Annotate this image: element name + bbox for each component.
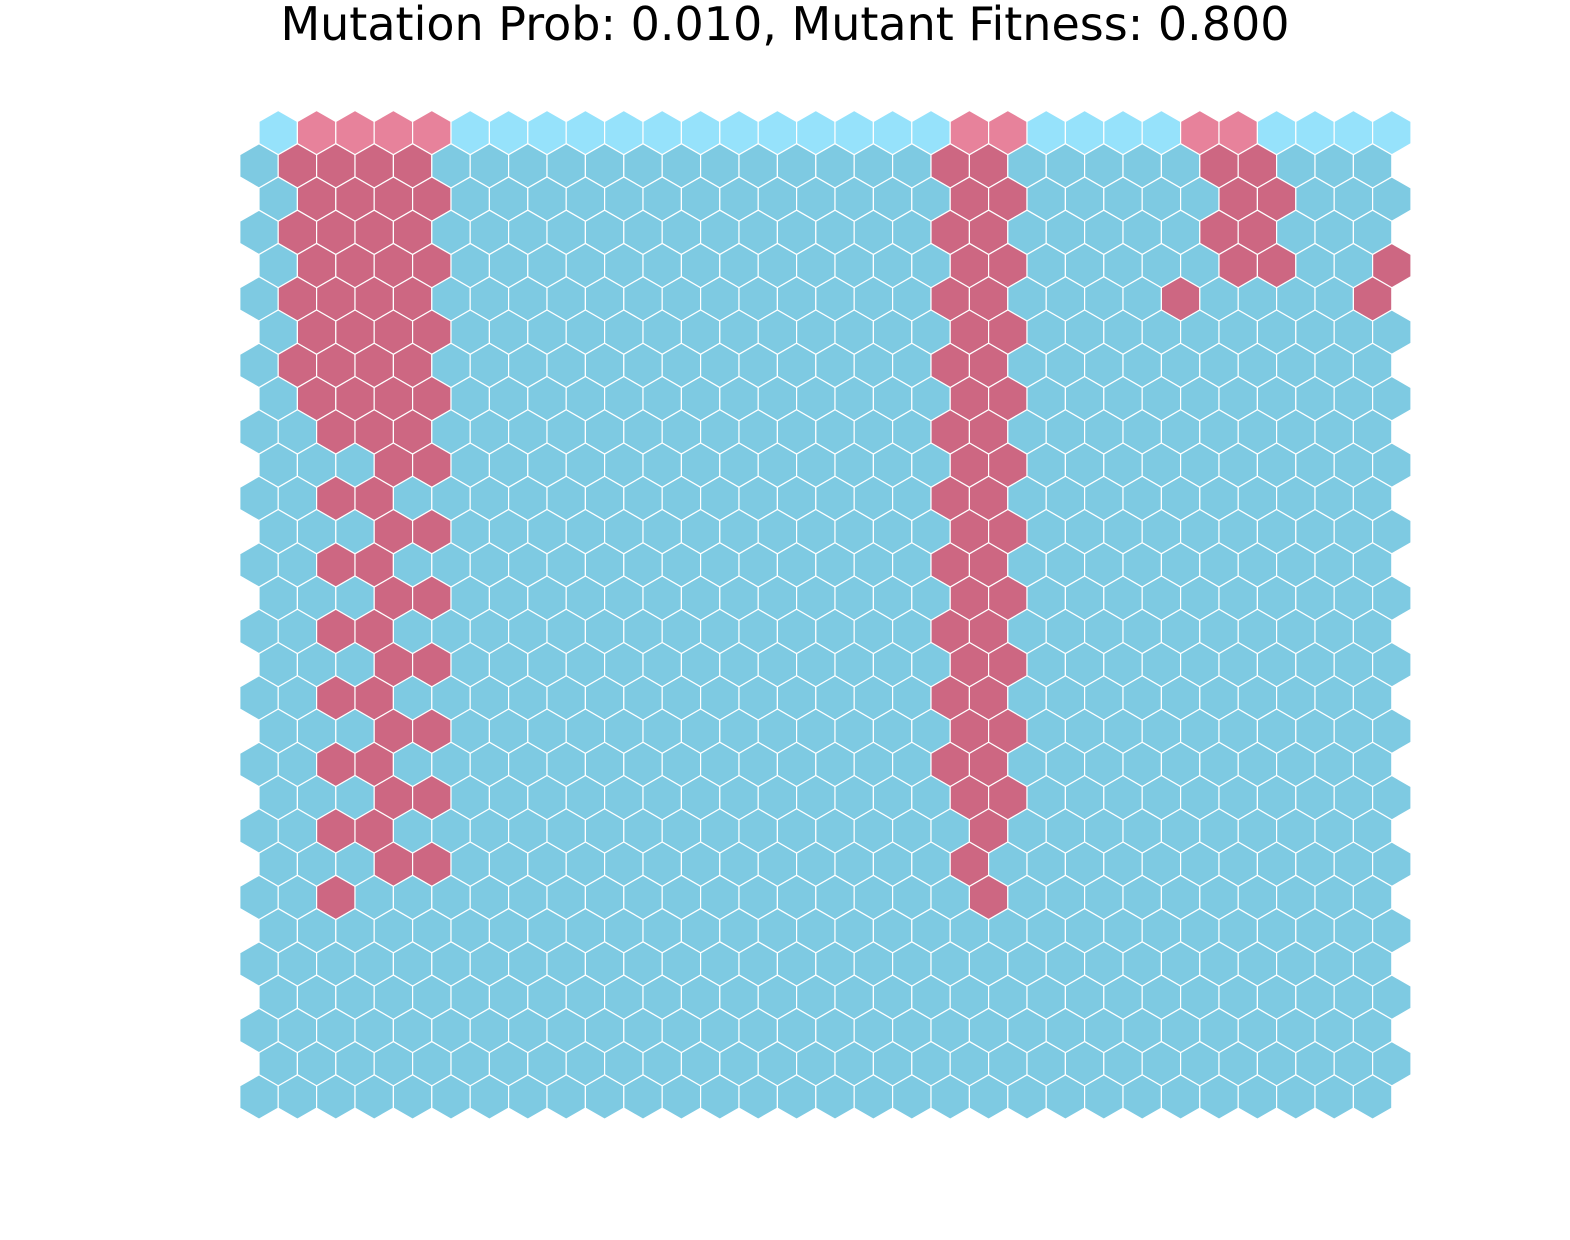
hex-cell-wild-type — [1352, 1074, 1393, 1120]
chart-title: Mutation Prob: 0.010, Mutant Fitness: 0.… — [280, 0, 1290, 51]
